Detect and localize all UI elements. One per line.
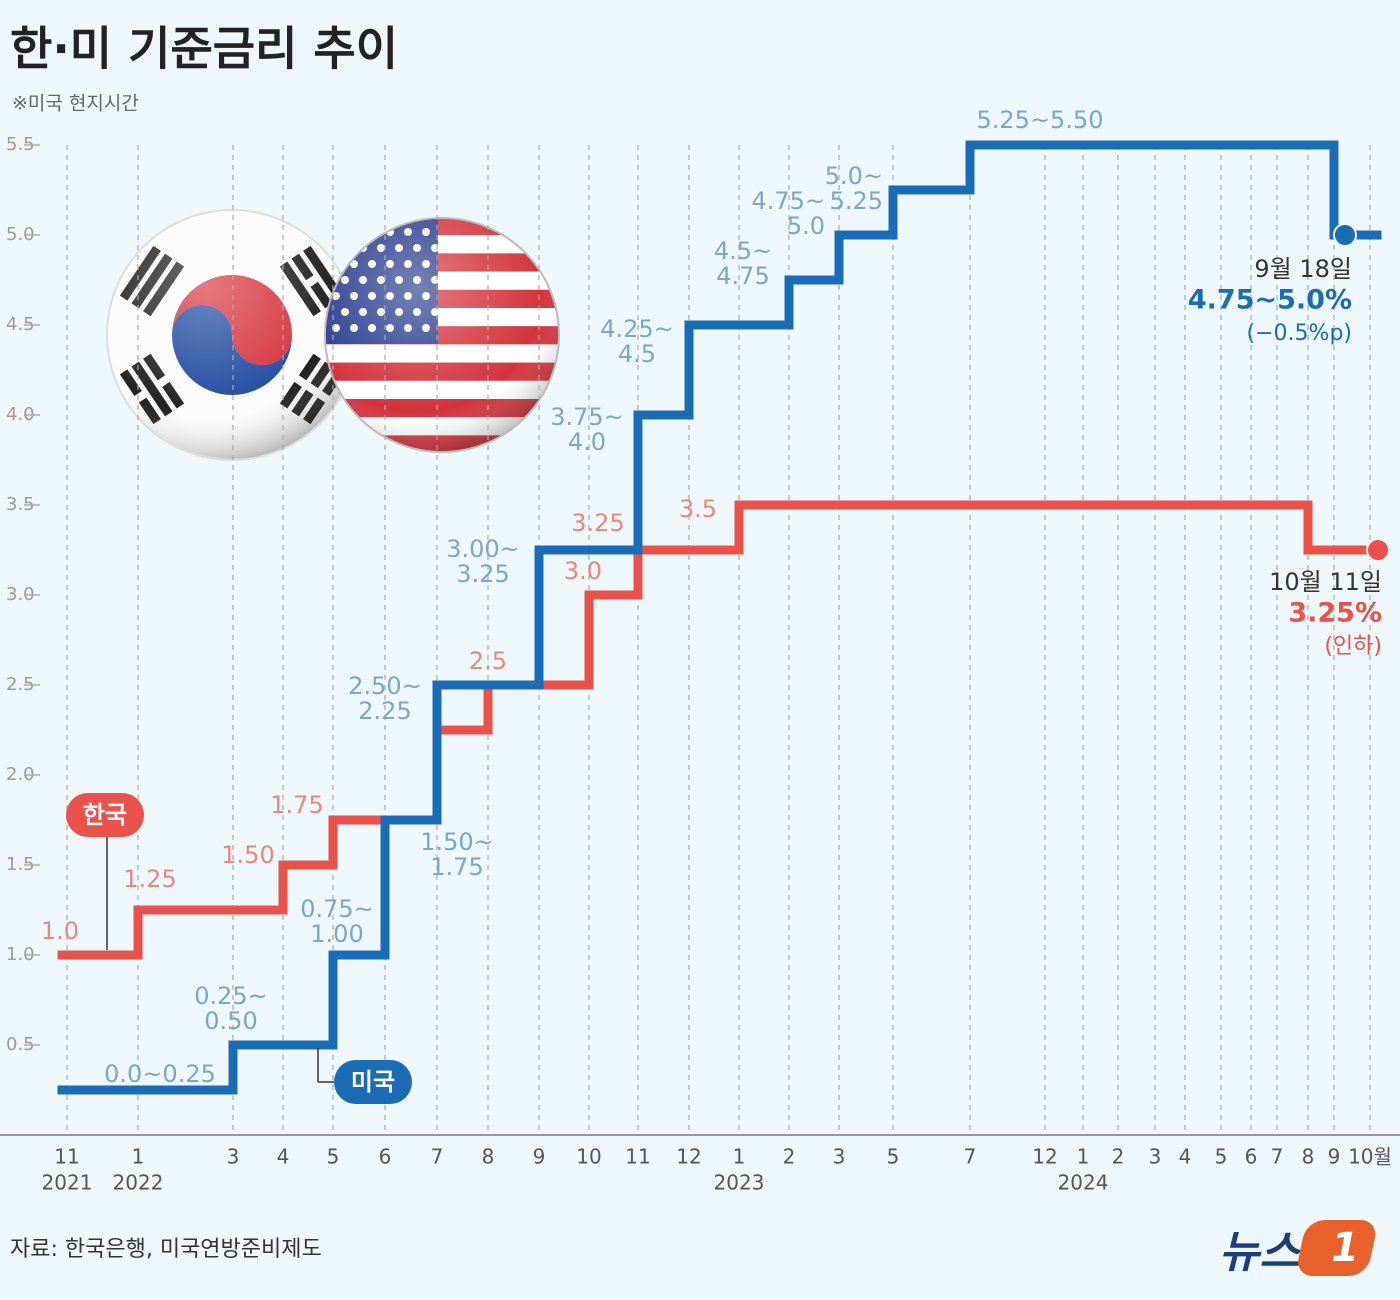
value-label: 3.00~ [446, 535, 520, 563]
x-tick-label: 5 [887, 1145, 900, 1169]
x-tick-label: 6 [379, 1145, 392, 1169]
korea-flag [106, 209, 358, 461]
annotation-change: (−0.5%p) [1247, 321, 1352, 346]
y-tick-label: 5.5 [6, 134, 35, 155]
x-tick-label: 7 [431, 1145, 444, 1169]
value-label: 4.5 [618, 340, 656, 368]
value-label: 2.5 [469, 647, 507, 675]
value-label: 4.25~ [600, 315, 674, 343]
y-tick-label: 1.0 [6, 944, 35, 965]
annotation-change: (인하) [1324, 634, 1382, 659]
x-year-label: 2024 [1058, 1171, 1109, 1195]
logo-text: 뉴스 [1219, 1227, 1301, 1278]
x-tick-label: 11 [625, 1145, 650, 1169]
x-tick-label: 3 [1149, 1145, 1162, 1169]
value-label: 1.75 [430, 853, 483, 881]
x-tick-label: 5 [1215, 1145, 1228, 1169]
flags [106, 209, 560, 461]
x-tick-label: 10월 [1348, 1145, 1392, 1169]
value-label: 4.0 [568, 428, 606, 456]
value-label: 4.5~ [714, 237, 772, 265]
value-label: 4.75~ [751, 187, 825, 215]
x-tick-label: 4 [277, 1145, 290, 1169]
x-tick-label: 5 [327, 1145, 340, 1169]
value-label: 1.50 [221, 841, 274, 869]
legend-tag [334, 1060, 412, 1104]
value-label: 3.25 [571, 509, 624, 537]
highlight-dot [1366, 538, 1390, 562]
y-tick-label: 4.5 [6, 314, 35, 335]
value-label: 1.75 [270, 791, 323, 819]
x-tick-label: 12 [676, 1145, 701, 1169]
x-tick-label: 2 [1112, 1145, 1125, 1169]
x-tick-label: 11 [54, 1145, 79, 1169]
logo: 뉴스 1 [1219, 1220, 1376, 1278]
x-tick-label: 10 [576, 1145, 601, 1169]
y-tick-label: 3.5 [6, 494, 35, 515]
value-label: 0.75~ [300, 895, 374, 923]
plot-area: 0.51.01.52.02.53.03.54.04.55.05.51120211… [0, 106, 1400, 1195]
value-label: 3.75~ [550, 403, 624, 431]
value-label: 5.0~ [825, 162, 883, 190]
logo-mark: 1 [1331, 1225, 1359, 1271]
value-label: 0.0~0.25 [104, 1060, 216, 1088]
x-tick-label: 7 [964, 1145, 977, 1169]
subtitle: ※미국 현지시간 [12, 93, 139, 115]
legend-label: 미국 [351, 1068, 395, 1096]
value-label: 1.0 [41, 917, 79, 945]
value-label: 1.00 [310, 920, 363, 948]
value-label: 0.50 [204, 1007, 257, 1035]
value-label: 2.25 [358, 697, 411, 725]
x-tick-label: 3 [227, 1145, 240, 1169]
x-year-label: 2022 [113, 1171, 164, 1195]
highlight-dot [1333, 223, 1357, 247]
y-tick-label: 2.0 [6, 764, 35, 785]
x-tick-label: 8 [1302, 1145, 1315, 1169]
annotation-date: 10월 11일 [1269, 568, 1382, 596]
source: 자료: 한국은행, 미국연방준비제도 [10, 1237, 322, 1262]
value-label: 1.50~ [420, 828, 494, 856]
value-label: 1.25 [123, 865, 176, 893]
value-label: 0.25~ [194, 982, 268, 1010]
x-tick-label: 12 [1032, 1145, 1057, 1169]
y-tick-label: 4.0 [6, 404, 35, 425]
x-year-label: 2023 [714, 1171, 765, 1195]
title: 한·미 기준금리 추이 [10, 22, 398, 76]
value-label: 5.25 [830, 187, 883, 215]
x-tick-label: 2 [783, 1145, 796, 1169]
value-label: 4.75 [716, 262, 769, 290]
series-1 [57, 140, 1382, 1095]
y-tick-label: 5.0 [6, 224, 35, 245]
annotation-date: 9월 18일 [1254, 255, 1352, 283]
flag-shine [326, 219, 558, 451]
annotation-rate: 4.75~5.0% [1188, 285, 1352, 316]
x-tick-label: 7 [1271, 1145, 1284, 1169]
x-tick-label: 9 [1328, 1145, 1341, 1169]
value-label: 2.50~ [348, 672, 422, 700]
x-tick-label: 1 [733, 1145, 746, 1169]
logo-badge [1298, 1220, 1376, 1276]
value-label: 3.0 [564, 557, 602, 585]
x-tick-label: 9 [533, 1145, 546, 1169]
x-tick-label: 8 [482, 1145, 495, 1169]
y-tick-label: 2.5 [6, 674, 35, 695]
legend-label: 한국 [83, 801, 127, 829]
legend-tag [66, 793, 144, 837]
value-label: 3.5 [679, 495, 717, 523]
y-tick-label: 1.5 [6, 854, 35, 875]
x-year-label: 2021 [42, 1171, 93, 1195]
value-label: 5.25~5.50 [977, 106, 1104, 134]
x-tick-label: 6 [1245, 1145, 1258, 1169]
y-tick-label: 0.5 [6, 1034, 35, 1055]
x-tick-label: 1 [132, 1145, 145, 1169]
annotation-rate: 3.25% [1288, 598, 1382, 629]
x-tick-label: 4 [1179, 1145, 1192, 1169]
x-tick-label: 1 [1077, 1145, 1090, 1169]
x-tick-label: 3 [833, 1145, 846, 1169]
value-label: 5.0 [787, 212, 825, 240]
value-label: 3.25 [456, 560, 509, 588]
y-tick-label: 3.0 [6, 584, 35, 605]
